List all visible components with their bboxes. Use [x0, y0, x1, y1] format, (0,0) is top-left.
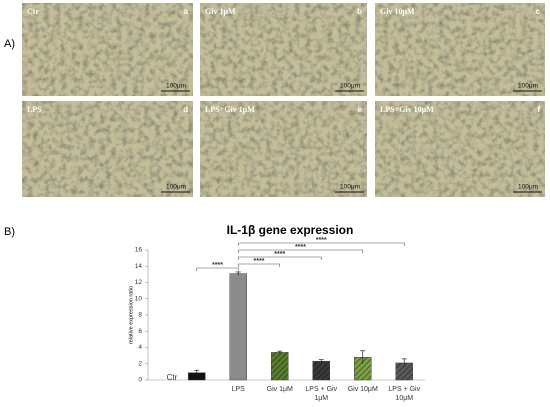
micrograph: Ctr a 100μm — [22, 3, 193, 96]
error-bar — [194, 369, 200, 376]
micrograph-label: LPS+Giv 1μM — [205, 105, 255, 114]
bar-hatch — [312, 361, 330, 380]
bracket-line — [237, 249, 364, 253]
significance-label: **** — [274, 251, 285, 258]
scale-bar-label: 100μm — [340, 83, 360, 90]
significance-bracket: **** — [237, 237, 405, 246]
micrograph-texture — [22, 101, 193, 197]
micrograph-label: Giv 10μM — [380, 7, 415, 16]
micrograph: LPS+Giv 10μM f 100μm — [375, 101, 545, 197]
error-bar — [235, 271, 241, 276]
bar-hatch — [395, 362, 413, 380]
micrograph: Giv 10μM c 100μm — [375, 3, 545, 96]
micrograph-texture — [375, 3, 545, 96]
significance-bracket: **** — [237, 251, 322, 260]
x-tick-label: LPS + Giv 10μM — [388, 386, 421, 402]
bar — [229, 273, 247, 381]
micrograph-letter: e — [358, 105, 363, 114]
error-bar — [277, 350, 283, 354]
y-tick-label: 8 — [138, 312, 142, 319]
y-tick-label: 12 — [135, 279, 143, 286]
micrograph-texture — [375, 101, 545, 197]
y-tick-label: 0 — [138, 377, 142, 384]
x-tick-label: LPS + Giv 1μM — [305, 386, 338, 402]
chart-title: IL-1β gene expression — [227, 223, 354, 237]
micrograph-letter: f — [537, 105, 540, 114]
bracket-line — [237, 242, 405, 246]
scale-bar-label: 100μm — [166, 184, 186, 191]
scale-bar-label: 100μm — [166, 83, 186, 90]
significance-bracket: **** — [237, 244, 364, 253]
bracket-line — [237, 256, 322, 260]
x-tick-label: Ctr — [166, 373, 178, 382]
scale-bar-label: 100μm — [518, 184, 538, 191]
bracket-line — [237, 263, 281, 267]
y-tick-label: 6 — [138, 328, 142, 335]
significance-label: **** — [212, 262, 223, 269]
micrograph-texture — [200, 101, 367, 197]
x-tick-label: LPS — [231, 386, 245, 393]
y-tick-label: 16 — [135, 247, 143, 254]
micrograph-letter: b — [357, 7, 362, 16]
significance-label: **** — [295, 244, 306, 251]
y-tick-label: 14 — [135, 263, 143, 270]
scale-bar-label: 100μm — [340, 184, 360, 191]
x-tick-label: Giv 1μM — [266, 386, 293, 393]
micrograph-texture — [200, 3, 367, 96]
micrograph-letter: d — [183, 105, 188, 114]
significance-bracket: **** — [237, 258, 281, 267]
bar-hatch — [271, 352, 289, 380]
micrograph-label: Giv 1μM — [205, 7, 236, 16]
scale-bar-label: 100μm — [518, 83, 538, 90]
y-tick-label: 4 — [138, 344, 142, 351]
micrograph-label: LPS — [27, 105, 42, 114]
micrograph: Giv 1μM b 100μm — [200, 3, 367, 96]
error-bar — [318, 359, 324, 363]
error-bar — [401, 358, 407, 367]
bracket-line — [196, 267, 239, 271]
micrograph-label: Ctr — [27, 7, 39, 16]
y-axis-label: relative expression ratio — [128, 286, 134, 344]
error-bar — [360, 350, 366, 364]
micrograph-texture — [22, 3, 193, 96]
micrograph: LPS d 100μm — [22, 101, 193, 197]
bar-hatch — [354, 357, 372, 380]
significance-label: **** — [316, 237, 327, 244]
x-tick-label: Giv 10μM — [347, 386, 378, 393]
y-tick-label: 10 — [135, 295, 143, 302]
significance-label: **** — [254, 258, 265, 265]
significance-bracket: **** — [196, 262, 239, 271]
micrograph-letter: c — [536, 7, 541, 16]
panel-label: A) — [4, 38, 15, 50]
micrograph: LPS+Giv 1μM e 100μm — [200, 101, 367, 197]
micrograph-label: LPS+Giv 10μM — [380, 105, 434, 114]
y-tick-label: 2 — [138, 360, 142, 367]
micrograph-letter: a — [184, 7, 189, 16]
panel-label: B) — [4, 226, 15, 238]
